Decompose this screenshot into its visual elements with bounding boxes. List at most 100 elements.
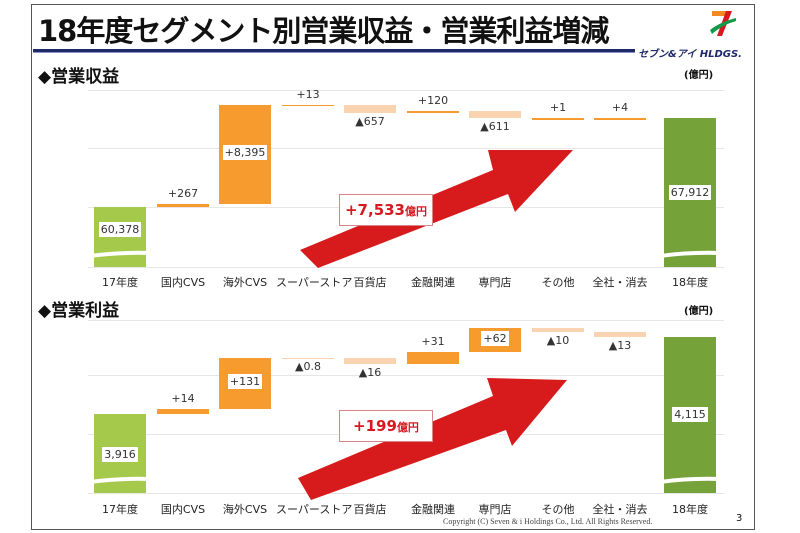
data-label: ▲10 xyxy=(523,334,593,347)
data-label-text: +120 xyxy=(417,94,449,108)
category-label: その他 xyxy=(541,276,575,289)
category-label: 国内CVS xyxy=(160,503,206,516)
category-label: 17年度 xyxy=(102,276,138,289)
data-label-text: +14 xyxy=(171,391,195,405)
data-label-text: 3,916 xyxy=(102,447,138,462)
axis-break-icon xyxy=(90,476,150,484)
total-change-value: +199 xyxy=(353,417,397,435)
bar-change xyxy=(469,111,521,119)
bar-change xyxy=(594,118,646,120)
page-title: 18年度セグメント別営業収益・営業利益増減 xyxy=(38,14,609,48)
gridline xyxy=(88,90,724,91)
data-label-text: ▲16 xyxy=(358,366,382,380)
data-label-text: +31 xyxy=(421,335,445,349)
revenue-section-title: ◆営業収益 xyxy=(38,67,120,87)
data-label-text: 4,115 xyxy=(672,406,708,422)
data-label-text: ▲13 xyxy=(608,339,632,353)
data-label: +62 xyxy=(460,331,530,347)
copyright: Copyright (C) Seven & i Holdings Co., Lt… xyxy=(443,517,653,526)
axis-break-icon xyxy=(660,250,720,258)
bar-change xyxy=(532,118,584,120)
category-label: 全社・消去 xyxy=(592,276,648,289)
page-number: 3 xyxy=(736,513,743,524)
data-label: +8,395 xyxy=(210,145,280,161)
bar-change xyxy=(344,104,396,113)
data-label-text: +267 xyxy=(167,186,199,200)
bar-change xyxy=(157,408,209,414)
gridline xyxy=(88,375,724,376)
category-label: 専門店 xyxy=(478,503,512,516)
category-label: 金融関連 xyxy=(411,503,455,516)
bar-change xyxy=(282,104,334,107)
revenue-unit-label: (億円) xyxy=(684,70,714,81)
data-label-text: ▲657 xyxy=(355,114,385,128)
data-label: 3,916 xyxy=(85,447,155,462)
data-label-text: +62 xyxy=(481,331,509,347)
category-label: 全社・消去 xyxy=(592,503,648,516)
category-label: 国内CVS xyxy=(160,276,206,289)
data-label: +14 xyxy=(148,392,218,405)
data-label-text: ▲10 xyxy=(546,334,570,348)
bar-change xyxy=(407,111,459,113)
data-label-text: ▲611 xyxy=(480,120,510,134)
category-label: その他 xyxy=(541,503,575,516)
data-label: ▲657 xyxy=(335,115,405,128)
growth-arrow xyxy=(300,150,573,268)
category-label: 海外CVS xyxy=(222,503,268,516)
bar-change xyxy=(594,332,646,338)
data-label-text: +1 xyxy=(549,101,567,115)
bar-start xyxy=(90,207,150,267)
slide-frame xyxy=(31,4,755,530)
category-label: 18年度 xyxy=(672,503,708,516)
title-rule xyxy=(33,49,635,53)
data-label: +131 xyxy=(210,374,280,390)
data-label: ▲611 xyxy=(460,120,530,133)
data-label: 4,115 xyxy=(655,406,725,422)
profit-section-title: ◆営業利益 xyxy=(38,301,120,321)
total-change-value: +7,533 xyxy=(344,201,405,219)
data-label: +31 xyxy=(398,335,468,348)
data-label-text: 60,378 xyxy=(98,222,142,237)
category-label: 17年度 xyxy=(102,503,138,516)
data-label: 67,912 xyxy=(655,184,725,200)
category-label: 海外CVS xyxy=(222,276,268,289)
gridline xyxy=(88,320,724,321)
data-label: +267 xyxy=(148,187,218,200)
bar-change xyxy=(282,357,334,359)
seven-logo-icon xyxy=(710,11,736,36)
data-label-text: +4 xyxy=(611,101,629,115)
data-label: +120 xyxy=(398,94,468,107)
gridline xyxy=(88,148,724,149)
profit-unit-label: (億円) xyxy=(684,306,714,317)
category-label: 金融関連 xyxy=(411,276,455,289)
category-label: 専門店 xyxy=(478,276,512,289)
gridline xyxy=(88,267,724,268)
data-label-text: +8,395 xyxy=(222,145,268,161)
data-label-text: ▲0.8 xyxy=(295,360,321,374)
data-label-text: 67,912 xyxy=(668,184,712,200)
data-label: ▲13 xyxy=(585,339,655,352)
total-change-unit: 億円 xyxy=(405,205,427,218)
data-label: +1 xyxy=(523,101,593,114)
category-label: スーパーストア xyxy=(276,503,353,516)
total-change-callout: +7,533億円 xyxy=(339,194,433,226)
company-logo-text: セブン&アイ HLDGS. xyxy=(638,49,742,60)
data-label: +4 xyxy=(585,101,655,114)
data-label: ▲16 xyxy=(335,366,405,379)
bar-change xyxy=(532,328,584,333)
axis-break-icon xyxy=(90,250,150,258)
bar-change xyxy=(344,358,396,365)
data-label-text: +131 xyxy=(227,374,263,390)
data-label: 60,378 xyxy=(85,222,155,237)
data-label-text: +13 xyxy=(296,87,320,101)
category-label: スーパーストア xyxy=(276,276,353,289)
axis-break-icon xyxy=(660,476,720,484)
data-label: +13 xyxy=(273,88,343,101)
bar-change xyxy=(157,203,209,207)
category-label: 百貨店 xyxy=(353,276,387,289)
bar-change xyxy=(407,352,459,365)
data-label: ▲0.8 xyxy=(273,360,343,373)
category-label: 百貨店 xyxy=(353,503,387,516)
